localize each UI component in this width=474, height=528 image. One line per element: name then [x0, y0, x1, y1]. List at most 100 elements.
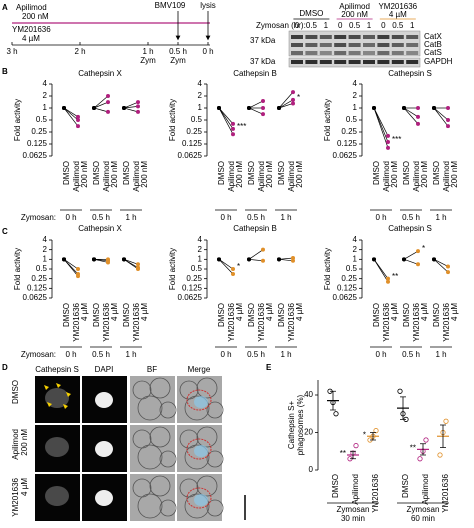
- y-tick-label: 0.25: [186, 127, 202, 136]
- significance: ***: [392, 135, 401, 144]
- treated-point: [291, 90, 295, 95]
- y-axis-label: Fold activity: [168, 99, 177, 141]
- treated-point: [386, 133, 390, 138]
- y-tick-label: 0.25: [31, 274, 47, 283]
- pair-line: [373, 107, 389, 148]
- y-tick-label: 2: [43, 245, 48, 254]
- cell-outline: [196, 426, 218, 448]
- dmso-point: [402, 106, 406, 110]
- blot-band: [391, 35, 404, 39]
- category-label: DMSO: [217, 161, 226, 185]
- category-label: Apilimod: [421, 474, 430, 505]
- y-tick-label: 0.125: [182, 139, 203, 148]
- pair-line: [218, 259, 234, 270]
- category-label: YM201636: [442, 302, 451, 341]
- pair-line: [433, 259, 449, 273]
- data-point: [417, 456, 423, 462]
- dmso-point: [62, 257, 66, 262]
- y-tick-label: 0.125: [27, 139, 48, 148]
- timepoint-label: 0.5 h: [247, 213, 265, 222]
- timepoint-label: 1 h: [280, 213, 291, 222]
- blot-band: [291, 60, 303, 64]
- category-label: 200 nM: [265, 161, 274, 188]
- cell-outline: [137, 444, 163, 470]
- timeline-label: 1 h: [142, 47, 153, 56]
- y-axis-label: Fold activity: [13, 248, 22, 290]
- arrowhead: [47, 402, 52, 407]
- pair-line: [63, 259, 79, 270]
- category-label: DMSO: [372, 303, 381, 327]
- category-label: YM201636: [132, 302, 141, 341]
- treated-point: [446, 118, 450, 122]
- kda-label: 37 kDa: [250, 57, 276, 66]
- timepoint-label: 0.5 h: [247, 350, 265, 359]
- blot-band: [319, 43, 332, 47]
- category-label: DMSO: [432, 161, 441, 185]
- category-label: Apilimod: [412, 161, 421, 192]
- category-label: 200 nM: [140, 161, 149, 188]
- timeline-event: BMV109: [155, 1, 186, 10]
- lane-label: 1: [367, 21, 372, 30]
- band-label: GAPDH: [424, 57, 453, 66]
- treatment-label: Apilimod: [16, 3, 47, 12]
- timeline-label: 3 h: [6, 47, 17, 56]
- treated-point: [291, 97, 295, 102]
- row-label: Apilimod: [11, 429, 20, 460]
- y-tick-label: 1: [43, 254, 48, 263]
- treated-point: [446, 124, 450, 129]
- data-point: [443, 418, 449, 424]
- category-label: DMSO: [401, 474, 410, 498]
- category-label: DMSO: [122, 303, 131, 327]
- category-label: 4 µM: [420, 303, 429, 321]
- timepoint-label: 0 h: [65, 350, 76, 359]
- row-label: 200 nM: [20, 429, 29, 456]
- blot-band: [377, 35, 390, 39]
- pair-line: [278, 258, 294, 262]
- y-tick-label: 2: [353, 245, 358, 254]
- category-label: 4 µM: [390, 303, 399, 321]
- blot-band: [291, 35, 303, 39]
- data-point: [353, 443, 359, 449]
- category-label: DMSO: [402, 161, 411, 185]
- merge-nucleus: [194, 494, 208, 506]
- category-label: 200 nM: [390, 161, 399, 188]
- treated-point: [106, 260, 110, 265]
- y-tick-label: 20: [304, 428, 313, 437]
- blot-group: 4 µM: [389, 10, 407, 19]
- dmso-point: [247, 257, 251, 262]
- y-tick-label: 0: [309, 465, 314, 474]
- treated-point: [136, 100, 140, 105]
- arrowhead: [44, 385, 49, 390]
- timepoint-label: 0 h: [65, 213, 76, 222]
- y-tick-label: 4: [43, 79, 48, 88]
- treated-point: [446, 264, 450, 269]
- group-label: Zymosan: [337, 505, 370, 514]
- treated-point: [76, 274, 80, 279]
- treatment-label: 4 µM: [22, 34, 40, 43]
- nucleus: [95, 490, 113, 506]
- y-axis-label: Fold activity: [323, 99, 332, 141]
- treated-point: [231, 271, 235, 276]
- y-tick-label: 0.0625: [178, 293, 203, 302]
- cell-outline: [196, 377, 218, 399]
- treated-point: [291, 258, 295, 263]
- category-label: DMSO: [247, 303, 256, 327]
- category-label: Apilimod: [227, 161, 236, 192]
- category-label: Apilimod: [287, 161, 296, 192]
- lane-label: 0: [381, 21, 386, 30]
- treated-point: [106, 94, 110, 98]
- pair-line: [248, 100, 264, 109]
- category-label: 200 nM: [80, 161, 89, 188]
- pair-line: [63, 259, 79, 277]
- treated-point: [106, 100, 110, 105]
- pair-line: [248, 249, 264, 260]
- lane-label: 1: [410, 21, 415, 30]
- category-label: Apilimod: [257, 161, 266, 192]
- category-label: DMSO: [372, 161, 381, 185]
- significance: *: [422, 244, 425, 253]
- timepoint-label: 0.5 h: [402, 213, 420, 222]
- pair-line: [278, 91, 294, 109]
- pair-line: [218, 107, 234, 135]
- y-tick-label: 2: [198, 245, 203, 254]
- timepoint-label: 1 h: [435, 350, 446, 359]
